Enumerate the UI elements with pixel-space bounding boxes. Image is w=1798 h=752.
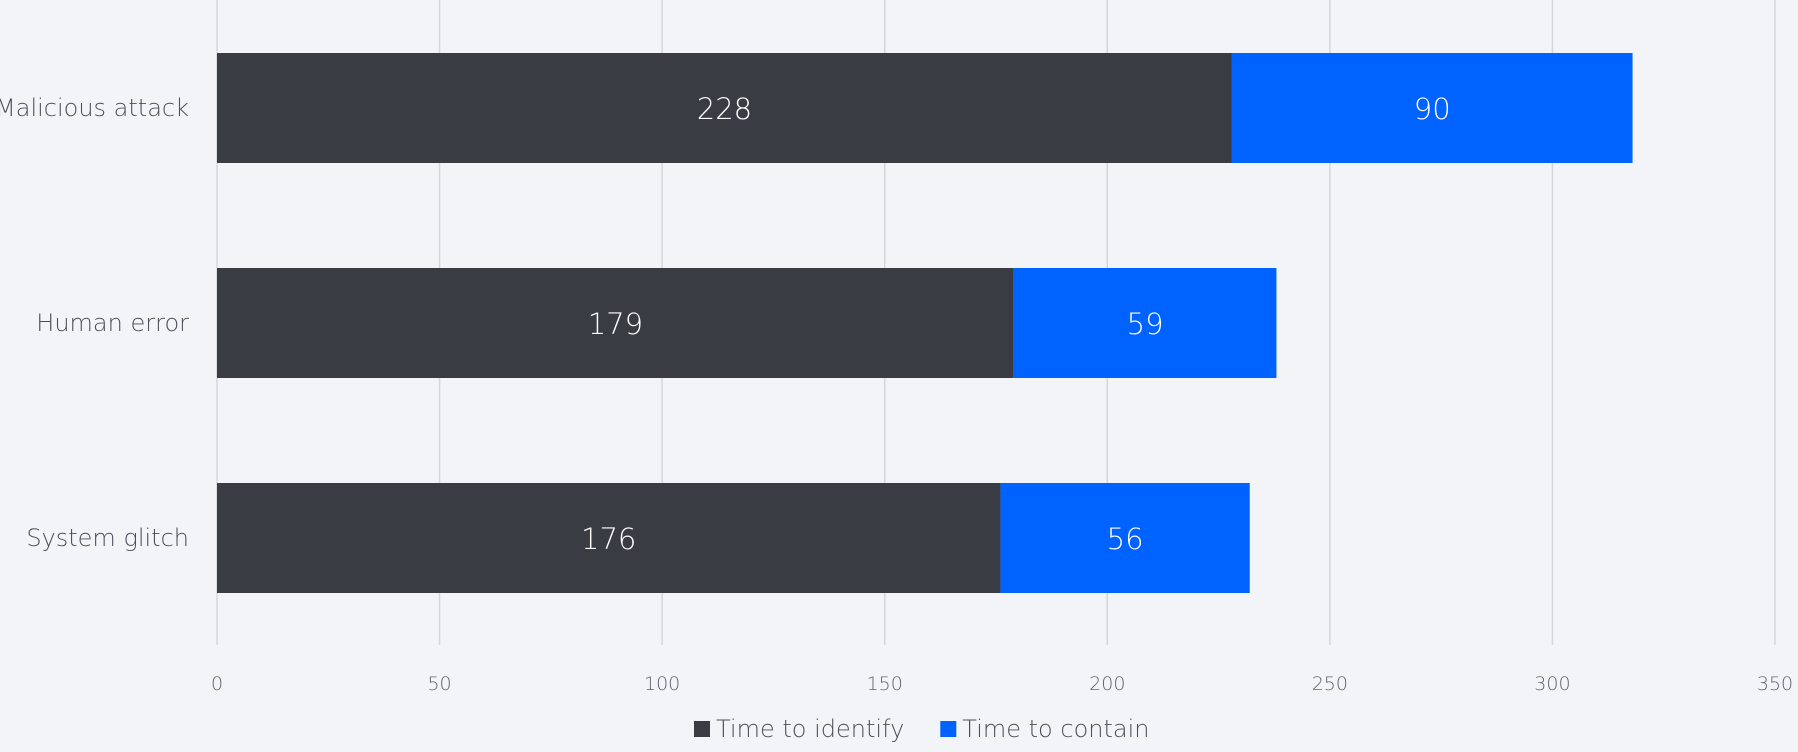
legend: Time to identify Time to contain [694,715,1149,743]
y-axis: Malicious attack Human error System glitch [0,94,189,552]
x-tick-label: 0 [211,673,223,695]
category-label: Human error [36,309,189,337]
bar-time-to-contain [1231,53,1633,163]
data-label: 179 [588,307,643,341]
bar-time-to-identify [217,53,1232,163]
x-tick-label: 100 [644,673,680,695]
data-label: 56 [1107,522,1144,556]
x-tick-label: 300 [1534,673,1570,695]
x-tick-label: 350 [1757,673,1793,695]
data-label: 90 [1414,92,1451,126]
x-tick-label: 50 [427,673,451,695]
bar-time-to-contain [1013,268,1277,378]
bar-time-to-identify [217,483,1001,593]
category-label: System glitch [26,524,189,552]
x-tick-label: 150 [867,673,903,695]
bar-time-to-identify [217,268,1014,378]
legend-label: Time to contain [962,715,1149,743]
x-axis: 0 50 100 150 200 250 300 350 [211,673,1793,695]
bars-layer [217,53,1633,593]
data-label: 176 [581,522,636,556]
data-label: 228 [697,92,752,126]
bar-time-to-contain [1000,483,1250,593]
category-label: Malicious attack [0,94,189,122]
x-tick-label: 200 [1089,673,1125,695]
legend-swatch [940,721,957,737]
legend-swatch [694,721,710,737]
legend-label: Time to identify [716,715,904,743]
data-label: 59 [1127,307,1164,341]
x-tick-label: 250 [1312,673,1348,695]
labels-layer: 228 90 179 59 176 56 [581,92,1451,556]
